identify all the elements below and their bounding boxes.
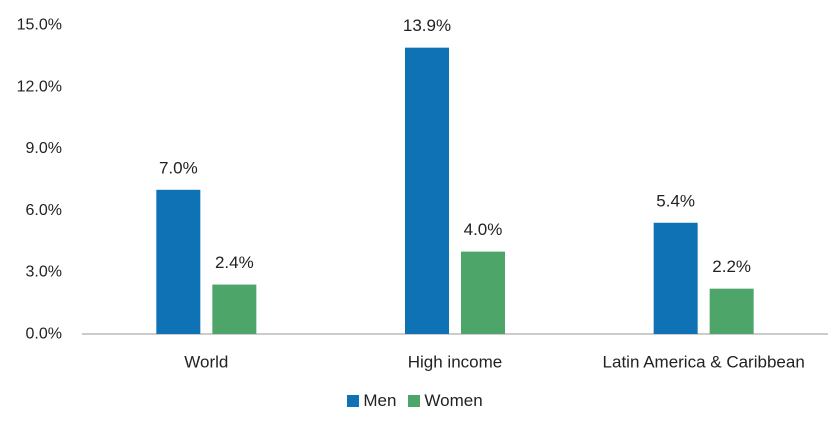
y-tick-label: 6.0% (26, 202, 62, 219)
y-axis-ticks: 0.0% 3.0% 6.0% 9.0% 12.0% 15.0% (17, 17, 62, 343)
category-label: World (184, 353, 228, 372)
legend-label-men: Men (363, 391, 397, 410)
y-tick-label: 9.0% (26, 140, 62, 157)
legend-item-women: Women (408, 391, 483, 411)
bar-chart: 0.0% 3.0% 6.0% 9.0% 12.0% 15.0% 7.0% 2.4% 13.9%… (17, 16, 828, 372)
data-label: 2.2% (712, 257, 751, 276)
data-label: 5.4% (656, 191, 695, 210)
y-tick-label: 0.0% (26, 326, 62, 343)
legend: Men Women (0, 391, 830, 411)
data-label: 2.4% (215, 253, 254, 272)
bar-men (405, 47, 449, 334)
legend-item-men: Men (347, 391, 396, 411)
legend-swatch-men (347, 395, 360, 407)
bars: 7.0% 2.4% 13.9% 4.0% 5.4% 2.2% (156, 16, 754, 334)
bar-women (212, 284, 257, 334)
y-tick-label: 15.0% (17, 17, 62, 34)
legend-swatch-women (408, 395, 421, 407)
category-label: Latin America & Caribbean (603, 353, 805, 372)
bar-women (461, 251, 505, 334)
bar-women (709, 288, 754, 334)
y-tick-label: 12.0% (17, 78, 62, 95)
bar-men (156, 189, 201, 334)
data-label: 13.9% (403, 16, 451, 35)
category-labels: World High income Latin America & Caribbea… (184, 353, 804, 372)
legend-label-women: Women (424, 391, 483, 410)
y-tick-label: 3.0% (26, 264, 62, 281)
data-label: 4.0% (464, 220, 503, 239)
data-label: 7.0% (159, 158, 198, 177)
category-label: High income (408, 353, 503, 372)
bar-men (653, 222, 698, 334)
